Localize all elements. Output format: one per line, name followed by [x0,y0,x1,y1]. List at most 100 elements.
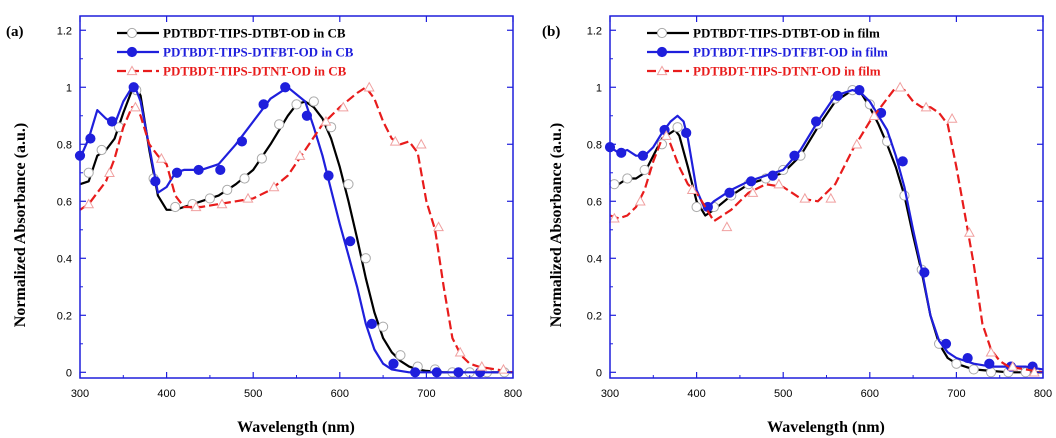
panel-b-xtick-label-4: 700 [947,388,965,400]
panel-b-series-2-point-12 [920,101,932,112]
panel-a-series-0-point-17 [378,321,389,332]
panel-a-series-2-point-6 [242,192,254,203]
panel-a-xtick-label-2: 500 [244,388,262,400]
panel-b-series-0-point-20 [951,358,962,369]
panel-b-series-1-point-10 [811,116,822,127]
panel-a-series-1-point-1 [85,133,96,144]
panel-b-series-2-point-1 [634,195,646,206]
panel-a-series-1-point-9 [258,99,269,110]
panel-a-series-0-point-11 [274,119,285,130]
panel-a-series-0-point-5 [170,201,181,213]
panel-b: (b) Normalized Absorbance (a.u.) Wavelen… [542,15,1052,436]
panel-a-series-2-point-12 [389,135,401,146]
panel-a-series-1-point-17 [431,367,442,378]
panel-a-series-2-point-3 [155,152,167,163]
panel-a: (a) Normalized Absorbance (a.u.) Wavelen… [6,15,522,436]
panel-b-series-2-point-6 [773,178,785,189]
panel-b-series-1-point-16 [940,338,952,349]
panel-b-series-2-point-10 [868,110,880,120]
panel-a-ytick-label-5: 1 [66,82,72,94]
panel-b-series-0-point-2 [639,164,650,176]
panel-b-series-1-point-6 [724,187,735,198]
panel-b-xtick-label-0: 300 [601,388,619,400]
panel-a-series-1-point-11 [301,110,312,121]
panel-a-series-2-point-4 [190,201,202,212]
panel-a-series-0-point-13 [308,96,319,107]
panel-a-series-0-point-0 [83,167,94,178]
panel-b-ytick-label-4: 0.8 [587,139,602,151]
panel-a-series-1-point-4 [150,176,161,187]
panel-a-series-1-point-14 [366,318,377,329]
panel-b-xtick-label-1: 400 [687,388,705,400]
panel-a-series-2-point-17 [498,363,509,374]
panel-a-series-2-point-1 [103,167,115,177]
panel-b-ytick-label-1: 0.2 [587,310,602,322]
panel-b-ytick-label-6: 1.2 [587,25,602,37]
panel-b-ylabel: Normalized Absorbance (a.u.) [548,123,565,327]
panel-a-series-1-point-16 [410,367,421,378]
panel-b-ytick-label-5: 1 [596,82,602,94]
panel-b-series-1-point-11 [832,90,843,101]
panel-b-series-2-point-13 [946,112,958,123]
panel-b-xtick-label-3: 600 [861,388,879,400]
panel-b-ytick-label-3: 0.6 [587,196,602,208]
panel-b-series-2-point-3 [686,184,698,195]
panel-a-legend-marker-2 [126,65,138,76]
panel-b-series-2-point-4 [721,221,733,232]
panel-a-series-1-point-3 [128,82,139,93]
panel-b-series-1-point-9 [789,150,800,161]
panel-b-series-1-line [609,89,1044,371]
panel-b-series-0-point-21 [968,364,979,375]
panel-a-series-0-point-15 [343,179,354,190]
panel-b-series-0-point-0 [609,179,620,190]
panel-a-series-2-point-8 [294,150,306,160]
panel-a-xtick-label-3: 600 [331,388,349,400]
panel-b-legend-marker-1 [656,46,668,58]
panel-b-ytick-label-2: 0.4 [587,253,602,265]
panel-a-series-2-point-0 [83,198,95,209]
panel-b-legend-label-2: PDTBDT-TIPS-DTNT-OD in film [693,64,881,79]
panel-a-series-0-point-1 [96,144,107,156]
panel-b-series-2-point-11 [894,81,906,92]
panel-a-series-2-point-9 [320,115,332,126]
panel-a-series-1-point-5 [171,167,183,178]
panel-b-series-1-point-18 [984,358,995,369]
panel-b-legend-label-0: PDTBDT-TIPS-DTBT-OD in film [693,26,880,41]
panel-a-legend-label-2: PDTBDT-TIPS-DTNT-OD in CB [163,64,347,79]
panel-a-legend-marker-1 [126,46,138,58]
panel-a-series-0-point-7 [204,193,215,204]
panel-a-series-2-point-16 [476,360,488,371]
panel-b-ytick-label-0: 0 [596,367,602,379]
panel-a-xlabel: Wavelength (nm) [237,419,355,436]
panel-b-series-1-point-4 [681,127,692,138]
panel-b-series-0-point-1 [622,173,633,184]
panel-a-ytick-label-6: 1.2 [57,25,72,37]
panel-a-series-0-point-18 [395,350,406,361]
panel-b-series-2-point-9 [851,138,863,149]
panel-b-series-1-point-17 [962,352,973,364]
panel-a-series-2-point-2 [129,101,141,112]
panel-b-series-2-point-0 [608,212,620,223]
panel-a-legend-label-1: PDTBDT-TIPS-DTFBT-OD in CB [163,45,354,60]
panel-a-series-0-point-9 [239,173,250,184]
panel-a-series-1-point-15 [388,358,399,369]
panel-a-series-1-point-10 [280,82,291,93]
panel-b-legend-marker-0 [656,27,668,39]
panel-a-series-2-line [79,86,514,374]
panel-a-ytick-label-4: 0.8 [57,139,72,151]
panel-b-series-1-point-13 [875,107,887,119]
panel-b-xtick-label-2: 500 [774,388,792,400]
panel-a-legend-label-0: PDTBDT-TIPS-DTBT-OD in CB [163,26,346,41]
panel-b-series-0-line [609,89,1043,374]
panel-a-series-1-point-7 [215,164,226,176]
panel-b-xlabel: Wavelength (nm) [767,419,885,436]
panel-a-series-2-point-7 [268,181,280,192]
panel-a-series-0-point-12 [291,99,302,110]
panel-b-series-2-point-16 [1007,360,1019,371]
panel-a-series-1-point-8 [236,136,248,147]
panel-a-series-1-point-13 [345,236,356,247]
panel-a-ytick-label-1: 0.2 [57,310,72,322]
panel-b-series-1-point-2 [637,150,649,161]
panel-b-series-2-point-14 [963,227,975,237]
